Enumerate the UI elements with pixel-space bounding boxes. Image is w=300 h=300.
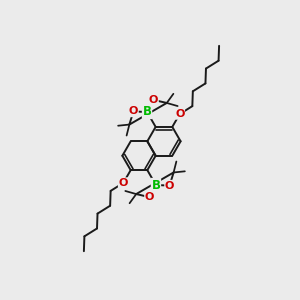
Text: O: O <box>145 192 154 202</box>
Text: O: O <box>149 95 158 105</box>
Text: O: O <box>165 181 174 190</box>
Text: O: O <box>129 106 138 116</box>
Text: O: O <box>175 109 184 119</box>
Text: B: B <box>152 178 160 192</box>
Text: B: B <box>142 106 152 118</box>
Text: O: O <box>118 178 128 188</box>
